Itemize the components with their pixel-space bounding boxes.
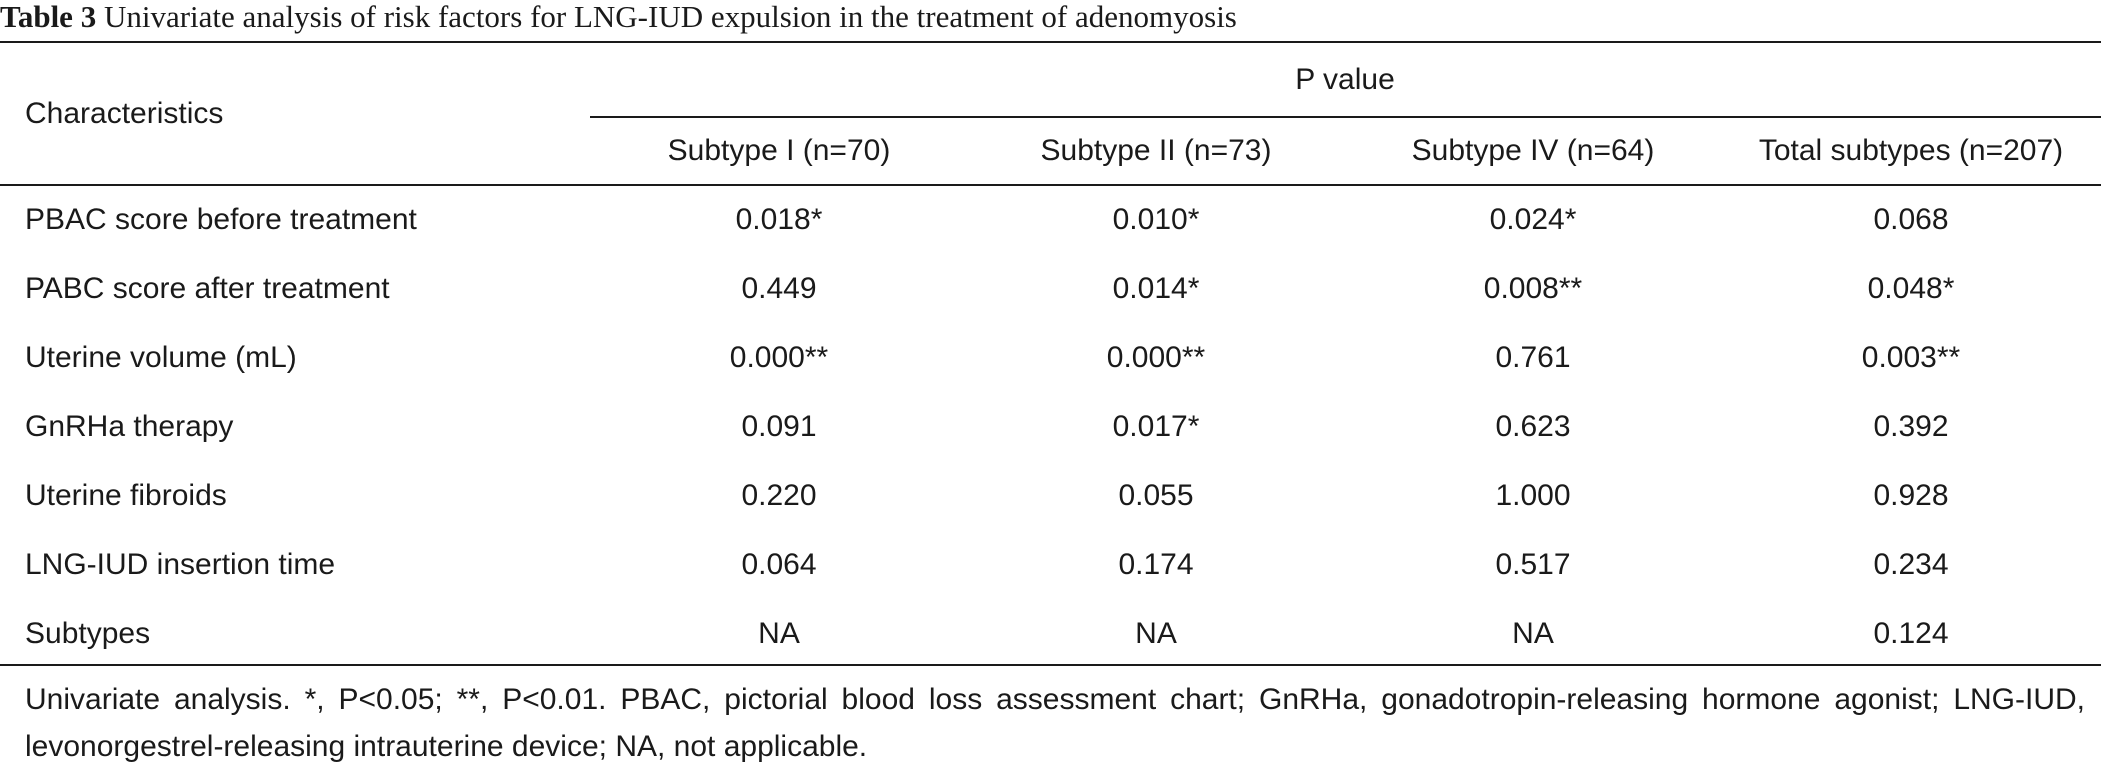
row-label-uterine-fibroids: Uterine fibroids: [25, 479, 227, 512]
column-header-subtype-i: Subtype I (n=70): [667, 134, 891, 167]
row-label-gnrha-therapy: GnRHa therapy: [25, 410, 234, 443]
table-cell: 0.003**: [1861, 341, 1961, 374]
table-cell: 0.048*: [1867, 272, 1955, 305]
column-header-total: Total subtypes (n=207): [1758, 134, 2064, 167]
table-number: Table 3: [0, 0, 97, 34]
table-cell: 0.174: [1118, 548, 1194, 581]
table-cell: 0.008**: [1483, 272, 1583, 305]
table-cell: 0.220: [741, 479, 817, 512]
p-value-header: P value: [1295, 63, 1395, 96]
characteristics-header: Characteristics: [25, 97, 224, 130]
table-cell: 0.091: [741, 410, 817, 443]
table-cell: 0.449: [741, 272, 817, 305]
bottom-rule: [0, 664, 2101, 666]
table-cell: 0.018*: [735, 203, 823, 236]
table-cell: 0.000**: [729, 341, 829, 374]
top-rule: [0, 41, 2101, 43]
table-footnote: Univariate analysis. *, P<0.05; **, P<0.…: [25, 683, 2085, 763]
row-label-subtypes: Subtypes: [25, 617, 151, 650]
table-cell: 0.010*: [1112, 203, 1200, 236]
row-label-uterine-volume: Uterine volume (mL): [25, 341, 297, 374]
table-cell: 0.017*: [1112, 410, 1200, 443]
table-cell: 0.234: [1873, 548, 1949, 581]
row-label-insertion-time: LNG-IUD insertion time: [25, 548, 336, 581]
header-rule: [0, 184, 2101, 186]
table-title: Univariate analysis of risk factors for …: [103, 0, 1237, 34]
table-cell: 0.761: [1495, 341, 1571, 374]
table-cell: NA: [758, 617, 800, 650]
table-cell: 0.623: [1495, 410, 1571, 443]
table-cell: 0.517: [1495, 548, 1571, 581]
table-cell: 0.392: [1873, 410, 1949, 443]
table-cell: 0.000**: [1106, 341, 1206, 374]
p-value-rule: [590, 116, 2101, 118]
row-label-pbac-before: PBAC score before treatment: [25, 203, 417, 236]
table-cell: 1.000: [1495, 479, 1571, 512]
table-cell: 0.068: [1873, 203, 1949, 236]
table-cell: 0.124: [1873, 617, 1949, 650]
column-header-subtype-iv: Subtype IV (n=64): [1411, 134, 1655, 167]
column-header-subtype-ii: Subtype II (n=73): [1040, 134, 1272, 167]
table-cell: NA: [1135, 617, 1177, 650]
row-label-pabc-after: PABC score after treatment: [25, 272, 390, 305]
table-cell: NA: [1512, 617, 1554, 650]
table-cell: 0.014*: [1112, 272, 1200, 305]
table-caption: Table 3 Univariate analysis of risk fact…: [0, 0, 1237, 36]
table-cell: 0.024*: [1489, 203, 1577, 236]
table-cell: 0.928: [1873, 479, 1949, 512]
table-cell: 0.055: [1118, 479, 1194, 512]
table-cell: 0.064: [741, 548, 817, 581]
